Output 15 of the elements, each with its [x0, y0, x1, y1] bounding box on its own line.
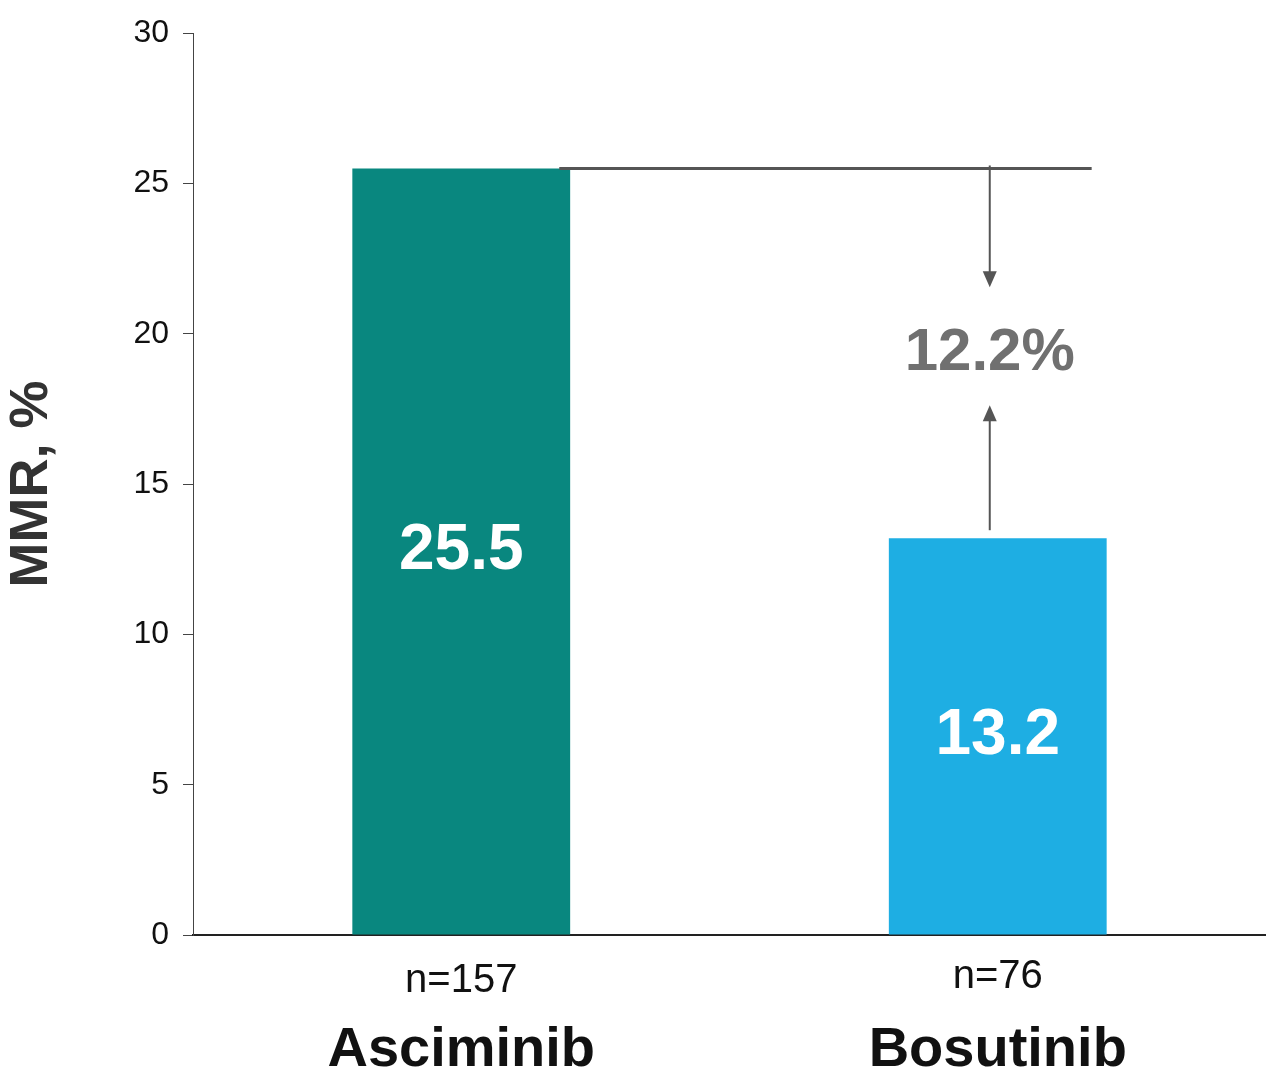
x-tick-label: Asciminib — [327, 1015, 596, 1068]
text: n=157 — [405, 956, 518, 1001]
y-axis-title: MMR, % — [0, 380, 59, 588]
y-tick-label: 5 — [151, 764, 169, 801]
y-tick-label: 20 — [133, 313, 169, 350]
y-tick-label: 15 — [133, 463, 169, 500]
data-label: 25.5 — [398, 511, 524, 584]
x-tick-label: Bosutinib — [868, 1015, 1127, 1068]
data-label: 13.2 — [935, 695, 1061, 768]
y-tick-label: 30 — [133, 13, 169, 50]
y-tick-label: 10 — [133, 614, 169, 651]
y-tick-label: 0 — [151, 914, 169, 951]
text: n=76 — [952, 952, 1043, 997]
y-tick-label: 25 — [133, 163, 169, 200]
annotation: 12.2% — [904, 315, 1075, 383]
